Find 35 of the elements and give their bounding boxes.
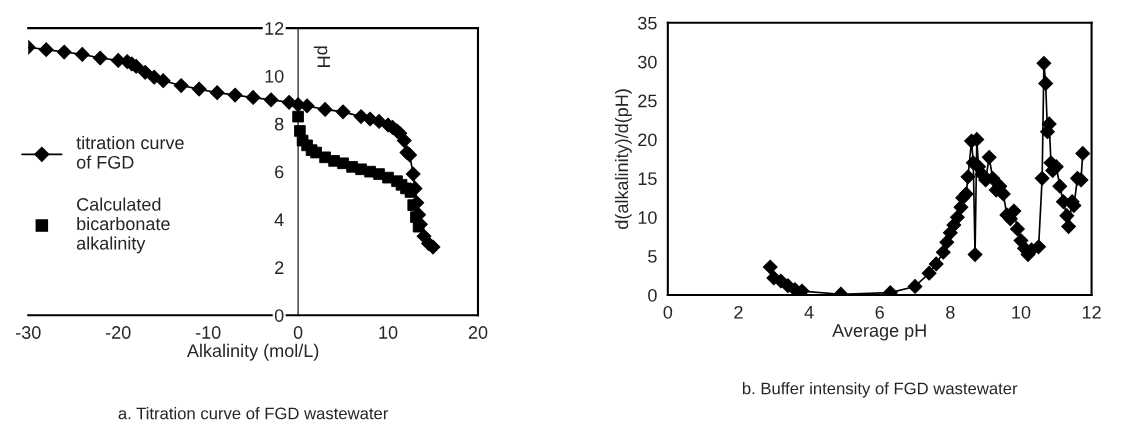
x-tick-label: 20: [468, 326, 488, 339]
x-tick-label: 4: [804, 306, 814, 319]
y-tick-label: 20: [638, 133, 657, 147]
y-tick-label: 25: [638, 94, 657, 108]
y-tick-label: 10: [638, 211, 657, 224]
x-tick-label: -30: [16, 326, 41, 339]
x-tick-label: 6: [875, 305, 884, 319]
x-tick-label: 0: [293, 326, 303, 339]
y-tick-label: 2: [275, 261, 284, 274]
y-tick-label: 12: [265, 22, 284, 35]
y-axis-title: pH: [313, 46, 330, 67]
y-tick-label: 30: [638, 55, 657, 69]
x-tick-label: 10: [379, 326, 398, 339]
y-tick-label: 10: [265, 69, 284, 83]
x-tick-label: -20: [105, 326, 131, 339]
y-tick-label: 6: [275, 165, 284, 179]
y-tick-label: 8: [274, 117, 284, 131]
x-tick-label: 0: [663, 305, 673, 319]
x-axis-title: Alkalinity (mol/L): [186, 343, 319, 361]
text: b. Buffer intensity of FGD wastewater: [742, 382, 1018, 398]
y-tick-label: 0: [648, 288, 657, 302]
y-tick-label: 4: [274, 213, 284, 227]
legend-label: Calculated bicarbonate alkalinity: [76, 197, 170, 254]
y-axis-title: d(alkalinity)/d(pH): [614, 89, 632, 229]
x-axis-title: Average pH: [832, 324, 926, 341]
x-tick-label: 2: [734, 305, 743, 319]
y-tick-label: 5: [648, 250, 657, 263]
x-tick-label: 10: [1012, 305, 1031, 319]
x-tick-label: -10: [195, 326, 221, 339]
legend-label: titration curve of FGD: [76, 135, 184, 169]
y-tick-label: 35: [638, 16, 657, 30]
y-tick-label: 15: [638, 172, 657, 186]
x-tick-label: 12: [1082, 305, 1101, 319]
text: a. Titration curve of FGD wastewater: [118, 407, 389, 420]
x-tick-label: 8: [946, 305, 955, 319]
